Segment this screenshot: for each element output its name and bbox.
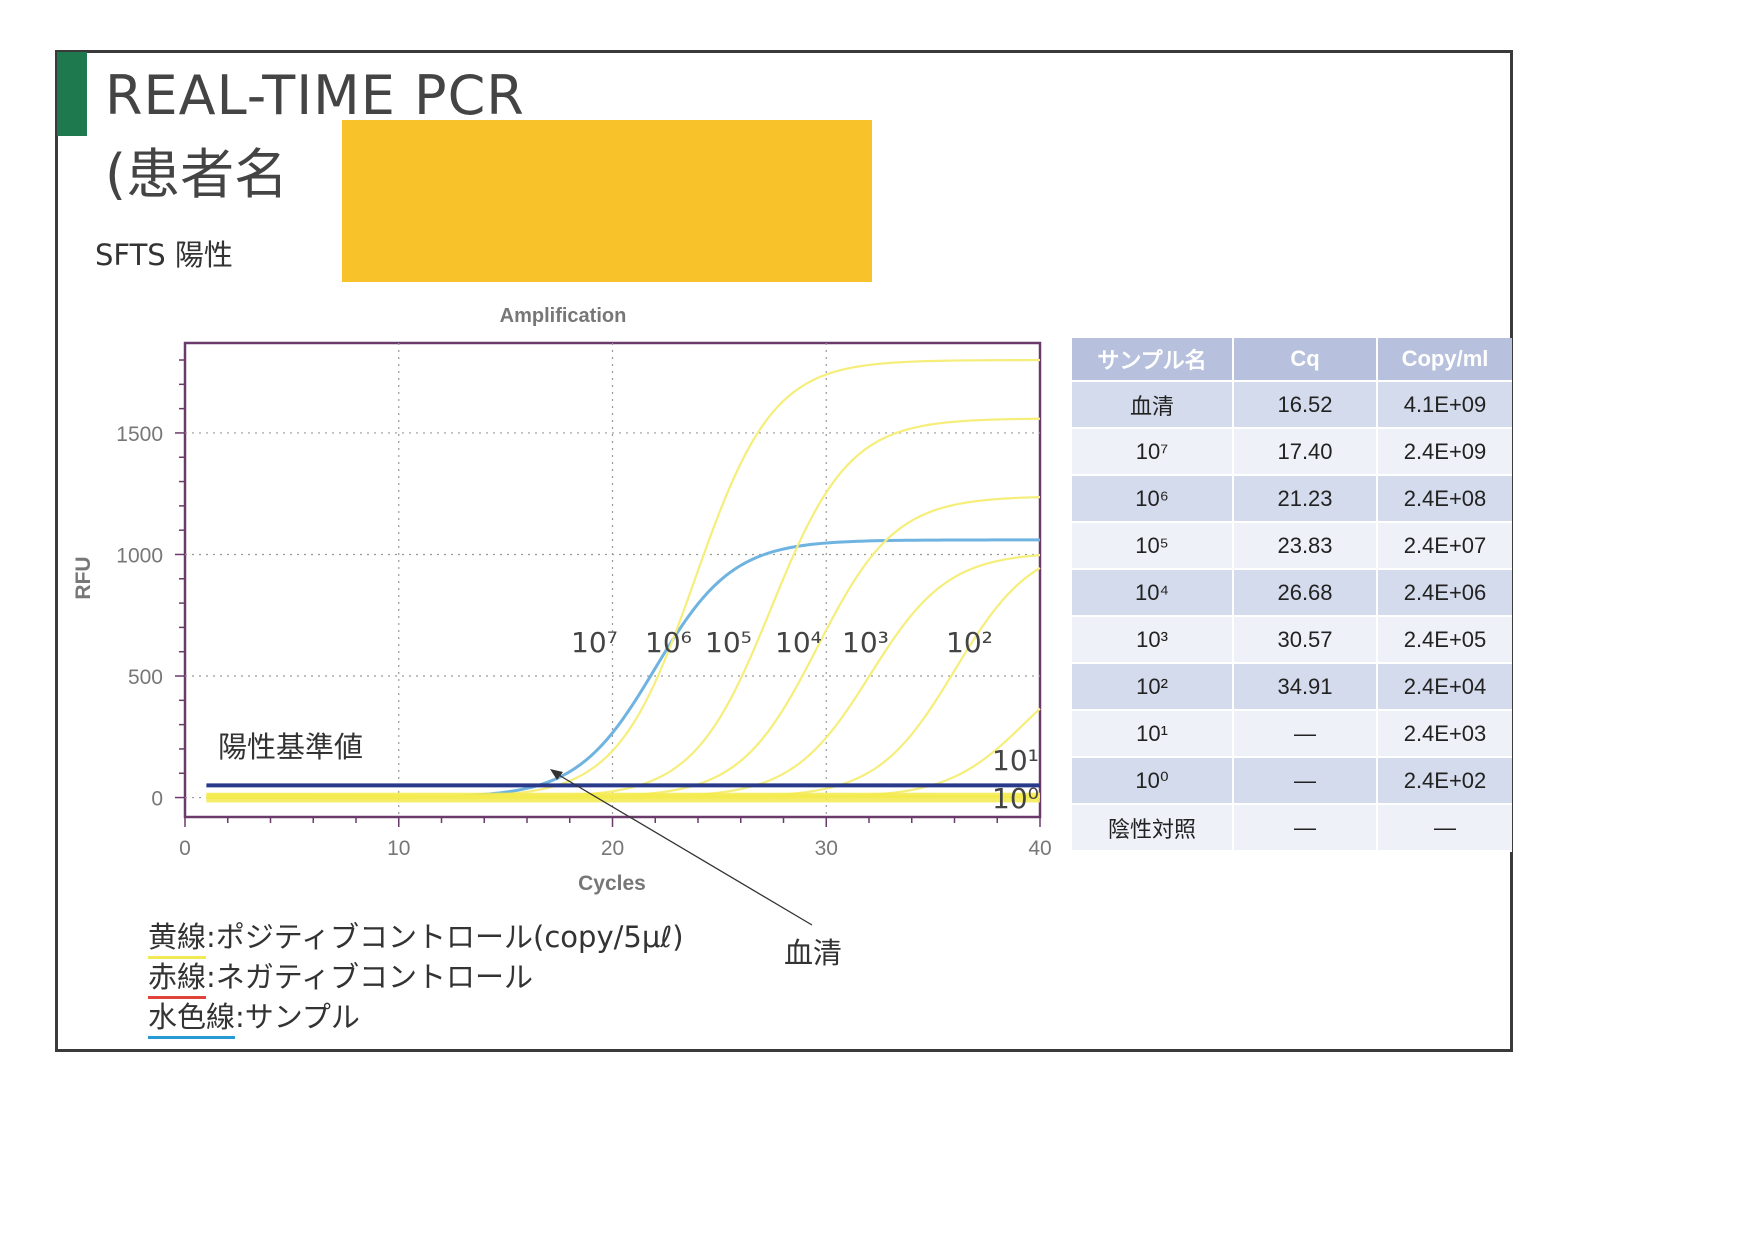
cell-copy: 2.4E+07: [1403, 532, 1487, 558]
annotation-arrow: [551, 770, 813, 926]
curve-label: 10⁴: [775, 626, 822, 659]
status-label: SFTS 陽性: [95, 238, 233, 272]
curve-label: 10²: [946, 626, 993, 659]
cell-sample: 10¹: [1072, 711, 1234, 756]
legend-item-red: 赤線:ネガティブコントロール: [148, 954, 684, 999]
cell-cq: —: [1234, 758, 1378, 803]
y-tick-label: 1500: [116, 423, 163, 446]
cell-copy: 2.4E+05: [1403, 626, 1487, 652]
cell-sample: 10⁴: [1072, 570, 1234, 615]
x-tick-label: 20: [601, 837, 624, 860]
cell-sample: 10⁷: [1072, 429, 1234, 474]
table-header: サンプル名 Cq Copy/ml: [1072, 338, 1512, 382]
curve-label: 10⁷: [571, 626, 618, 659]
x-tick-label: 30: [815, 837, 838, 860]
table-row: 10³ 30.57 2.4E+05: [1072, 617, 1512, 664]
cell-cq: —: [1234, 805, 1378, 850]
header-cq: Cq: [1234, 338, 1378, 380]
table-row: 10⁷ 17.40 2.4E+09: [1072, 429, 1512, 476]
amplification-chart: Amplification 0 10 20 30 40 0 500 1000 1500 陽性基準…: [72, 305, 1052, 970]
axis-ticks: 0 10 20 30 40 0 500 1000 1500: [116, 359, 1052, 860]
curve-label: 10⁵: [705, 626, 752, 659]
cell-copy: 2.4E+09: [1403, 438, 1487, 464]
accent-bar: [57, 52, 87, 136]
cell-copy: 2.4E+02: [1403, 767, 1487, 793]
curve-label: 10³: [842, 626, 889, 659]
table-row: 血清 16.52 4.1E+09: [1072, 382, 1512, 429]
cell-copy: 2.4E+06: [1403, 579, 1487, 605]
cell-cq: 26.68: [1234, 570, 1378, 615]
header-copy: Copy/ml: [1401, 346, 1489, 371]
curve-label: 10⁰: [992, 782, 1039, 815]
cell-cq: 16.52: [1234, 382, 1378, 427]
cell-copy: 2.4E+04: [1403, 673, 1487, 699]
cell-sample: 10⁶: [1072, 476, 1234, 521]
legend-text-blue: :サンプル: [235, 1000, 360, 1034]
legend-item-yellow: 黄線:ポジティブコントロール(copy/5μℓ): [148, 914, 684, 959]
table-row: 10⁶ 21.23 2.4E+08: [1072, 476, 1512, 523]
legend-key-yellow: 黄線: [148, 914, 207, 959]
plot-area: [183, 341, 1042, 819]
table-row: 10¹ — 2.4E+03: [1072, 711, 1512, 758]
header-sample: サンプル名: [1072, 338, 1234, 380]
x-tick-label: 0: [179, 837, 191, 860]
cell-copy: 2.4E+08: [1403, 485, 1487, 511]
cell-sample: 10²: [1072, 664, 1234, 709]
table-row: 10⁴ 26.68 2.4E+06: [1072, 570, 1512, 617]
cell-cq: 30.57: [1234, 617, 1378, 662]
page-title: REAL-TIME PCR: [105, 64, 525, 127]
curve-label: 10⁶: [645, 626, 692, 659]
redaction-block: [342, 120, 872, 282]
cell-cq: 17.40: [1234, 429, 1378, 474]
table-row: 10⁰ — 2.4E+02: [1072, 758, 1512, 805]
curve-label: 10¹: [992, 744, 1039, 777]
y-tick-label: 0: [151, 788, 163, 811]
table-row: 10⁵ 23.83 2.4E+07: [1072, 523, 1512, 570]
cell-copy: —: [1434, 814, 1456, 840]
x-tick-label: 10: [387, 837, 410, 860]
legend: 黄線:ポジティブコントロール(copy/5μℓ) 赤線:ネガティブコントロール …: [148, 914, 684, 1039]
cell-sample: 血清: [1072, 382, 1234, 427]
table-row: 10² 34.91 2.4E+04: [1072, 664, 1512, 711]
x-axis-label: Cycles: [578, 872, 646, 895]
cell-sample: 陰性対照: [1072, 805, 1234, 850]
cell-copy: 2.4E+03: [1403, 720, 1487, 746]
table-row: 陰性対照 — —: [1072, 805, 1512, 852]
chart-title: Amplification: [500, 305, 627, 327]
annotation-label: 血清: [784, 936, 842, 970]
curves: [206, 358, 1041, 803]
threshold-group: 陽性基準値: [206, 730, 1040, 788]
patient-label: (患者名: [105, 143, 289, 206]
threshold-label: 陽性基準値: [218, 730, 363, 764]
cell-cq: 23.83: [1234, 523, 1378, 568]
x-tick-label: 40: [1028, 837, 1051, 860]
legend-text-yellow: :ポジティブコントロール(copy/5μℓ): [206, 920, 684, 954]
cell-cq: 21.23: [1234, 476, 1378, 521]
cell-cq: —: [1234, 711, 1378, 756]
y-tick-label: 500: [128, 666, 163, 689]
y-tick-label: 1000: [116, 544, 163, 567]
cell-cq: 34.91: [1234, 664, 1378, 709]
legend-key-blue: 水色線: [148, 994, 236, 1039]
serum-annotation: 血清: [550, 769, 842, 970]
cell-sample: 10⁵: [1072, 523, 1234, 568]
legend-key-red: 赤線: [148, 954, 207, 999]
curve-labels: 10⁷ 10⁶ 10⁵ 10⁴ 10³ 10² 10¹ 10⁰: [571, 626, 1039, 815]
cell-sample: 10⁰: [1072, 758, 1234, 803]
results-table: サンプル名 Cq Copy/ml 血清 16.52 4.1E+09 10⁷ 17.40 2…: [1072, 338, 1512, 852]
y-axis-label: RFU: [72, 556, 95, 599]
legend-item-blue: 水色線:サンプル: [148, 994, 684, 1039]
cell-sample: 10³: [1072, 617, 1234, 662]
legend-text-red: :ネガティブコントロール: [206, 960, 534, 994]
cell-copy: 4.1E+09: [1403, 391, 1487, 417]
arrow-head: [550, 769, 563, 780]
baseline-band: [206, 792, 1040, 803]
